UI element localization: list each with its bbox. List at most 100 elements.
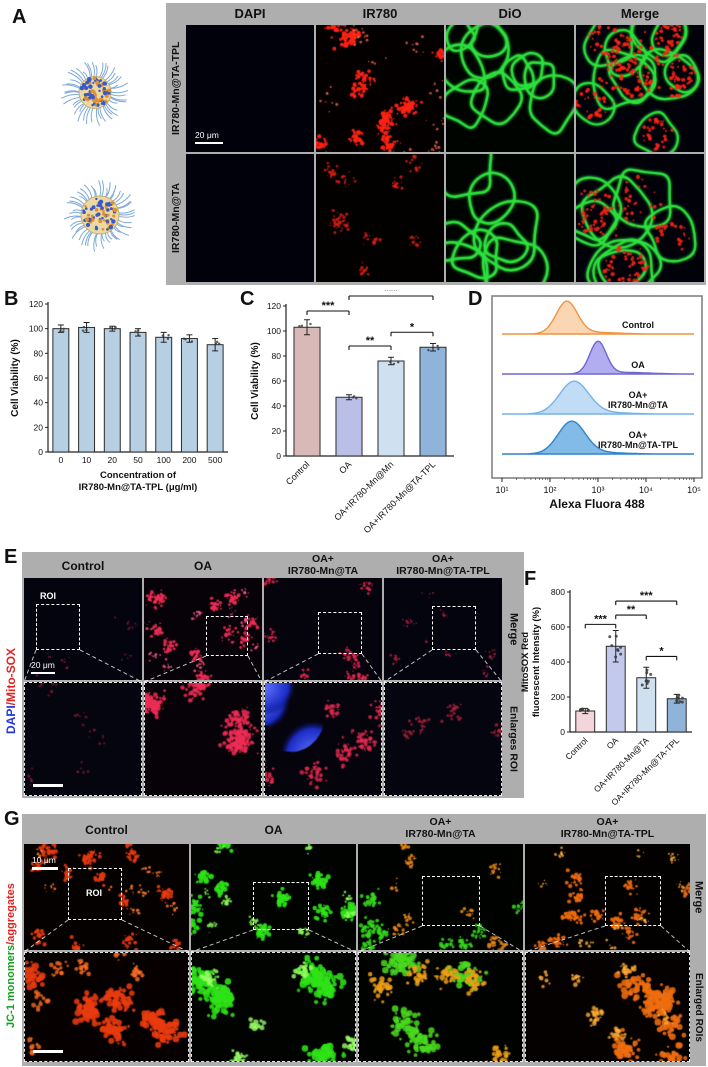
e-col-header-oa: OA (194, 559, 212, 573)
data-point (436, 344, 439, 348)
data-point (677, 696, 681, 700)
scale-bar (33, 1050, 63, 1053)
flow-series-label: OA (631, 360, 645, 370)
data-point (616, 648, 620, 652)
core-speckle (107, 89, 111, 93)
flow-series-label: OA+ (629, 390, 648, 400)
micro-e-roi-oa-tpl (384, 682, 502, 796)
scale-bar (33, 784, 63, 787)
data-point (352, 395, 356, 398)
flow-curve (502, 420, 694, 455)
micro-canvas (186, 25, 314, 152)
core-speckle (110, 217, 113, 221)
data-point (109, 326, 112, 330)
g-row-label-enlarged-rois: Enlarged ROIs (693, 972, 704, 1042)
core-speckle (95, 80, 100, 85)
y-tick-label: 60 (34, 373, 44, 383)
micro-e-roi-oa-ta (264, 682, 382, 796)
y-tick-label: 40 (34, 398, 44, 408)
bar (180, 338, 198, 453)
g-col-header-control: Control (85, 823, 128, 837)
y-tick-label: 120 (267, 301, 281, 311)
core-speckle (85, 222, 91, 228)
data-point (397, 361, 400, 364)
data-point (389, 360, 392, 364)
data-point (59, 329, 62, 333)
micro-g-roi-oa (191, 952, 356, 1062)
polymer-chain (98, 180, 102, 199)
data-point (645, 671, 649, 675)
y-axis-title: MitoSOX Red (520, 632, 531, 692)
y-tick-label: 0 (276, 451, 281, 461)
flow-series-label: IR780-Mn@TA (608, 400, 669, 410)
x-axis-title: IR780-Mn@TA-TPL (μg/ml) (79, 482, 198, 493)
data-point (614, 655, 618, 659)
nanoparticle-illustration-plain (63, 180, 136, 252)
flow-curve (502, 300, 694, 335)
data-point (166, 337, 170, 340)
polymer-chain (87, 230, 95, 247)
polymer-chain (100, 180, 104, 199)
y-tick-label: 20 (272, 426, 282, 436)
data-point (300, 324, 304, 327)
micro-a-tpl-merge (576, 25, 704, 152)
micro-e-merge-control: ROI 20 μm (24, 578, 142, 680)
data-point (190, 340, 194, 343)
data-point (62, 330, 65, 333)
a-col-header-dapi: DAPI (234, 6, 266, 21)
scale-bar-a: 20 μm (195, 130, 223, 144)
y-axis-title: Cell Viability (%) (250, 342, 261, 420)
bar (78, 326, 96, 453)
nanoparticle-illustration-tpl (61, 61, 129, 126)
x-tick-label: OA+IR780-Mn@TA (592, 735, 651, 794)
core-speckle (86, 77, 92, 83)
x-tick-label: 10¹ (495, 485, 508, 495)
core-speckle (96, 204, 100, 207)
significance-stars: *** (322, 300, 336, 312)
micro-e-merge-oa-tpl (384, 578, 502, 680)
data-point (645, 681, 649, 685)
y-tick-label: 60 (272, 376, 282, 386)
x-tick-label: OA (604, 735, 620, 751)
core-speckle (108, 225, 114, 230)
core-speckle (101, 212, 106, 216)
micro-a-tpl-dapi: 20 μm (186, 25, 314, 152)
data-point (82, 325, 86, 329)
data-point (580, 708, 584, 712)
roi-box (68, 868, 122, 920)
flow-series-label: OA+ (629, 430, 648, 440)
micro-g-roi-oa-tpl (525, 952, 690, 1062)
a-col-header-ir780: IR780 (362, 6, 398, 21)
x-tick-label: OA+IR780-Mn@TA-TPL (362, 459, 438, 535)
polymer-chain (109, 90, 129, 94)
a-col-header-dio: DiO (498, 6, 522, 21)
core-speckle (94, 98, 99, 103)
g-side-label: JC-1 monomers/aggregates (3, 856, 19, 1056)
core-speckle (113, 208, 118, 213)
g-col-header-oa: OA (264, 823, 283, 837)
polymer-chain (116, 214, 136, 218)
micro-g-merge-oa-tpl (525, 844, 690, 950)
scale-bar-e: 20 μm (31, 660, 55, 674)
roi-box (206, 616, 248, 656)
polymer-chain (90, 106, 95, 123)
roi-box (36, 604, 80, 650)
data-point (298, 324, 301, 328)
data-point (167, 333, 170, 337)
panel-f-label: F (524, 568, 537, 590)
core-speckle (109, 207, 113, 211)
core-speckle (92, 102, 96, 106)
g-col-header-oa-tpl: OA+ IR780-Mn@TA-TPL (560, 816, 655, 840)
plot-frame (491, 295, 703, 479)
y-tick-label: 80 (34, 348, 44, 358)
y-axis-title: fluorescent Intensity (%) (531, 607, 542, 717)
significance-stars: * (659, 645, 664, 657)
bar (155, 336, 173, 453)
x-tick-label: 50 (133, 455, 143, 465)
data-point (217, 342, 221, 345)
x-tick-label: 0 (58, 455, 63, 465)
roi-label: ROI (40, 591, 57, 601)
panel-b-label: B (4, 288, 19, 310)
panel-g-label: G (4, 808, 20, 830)
